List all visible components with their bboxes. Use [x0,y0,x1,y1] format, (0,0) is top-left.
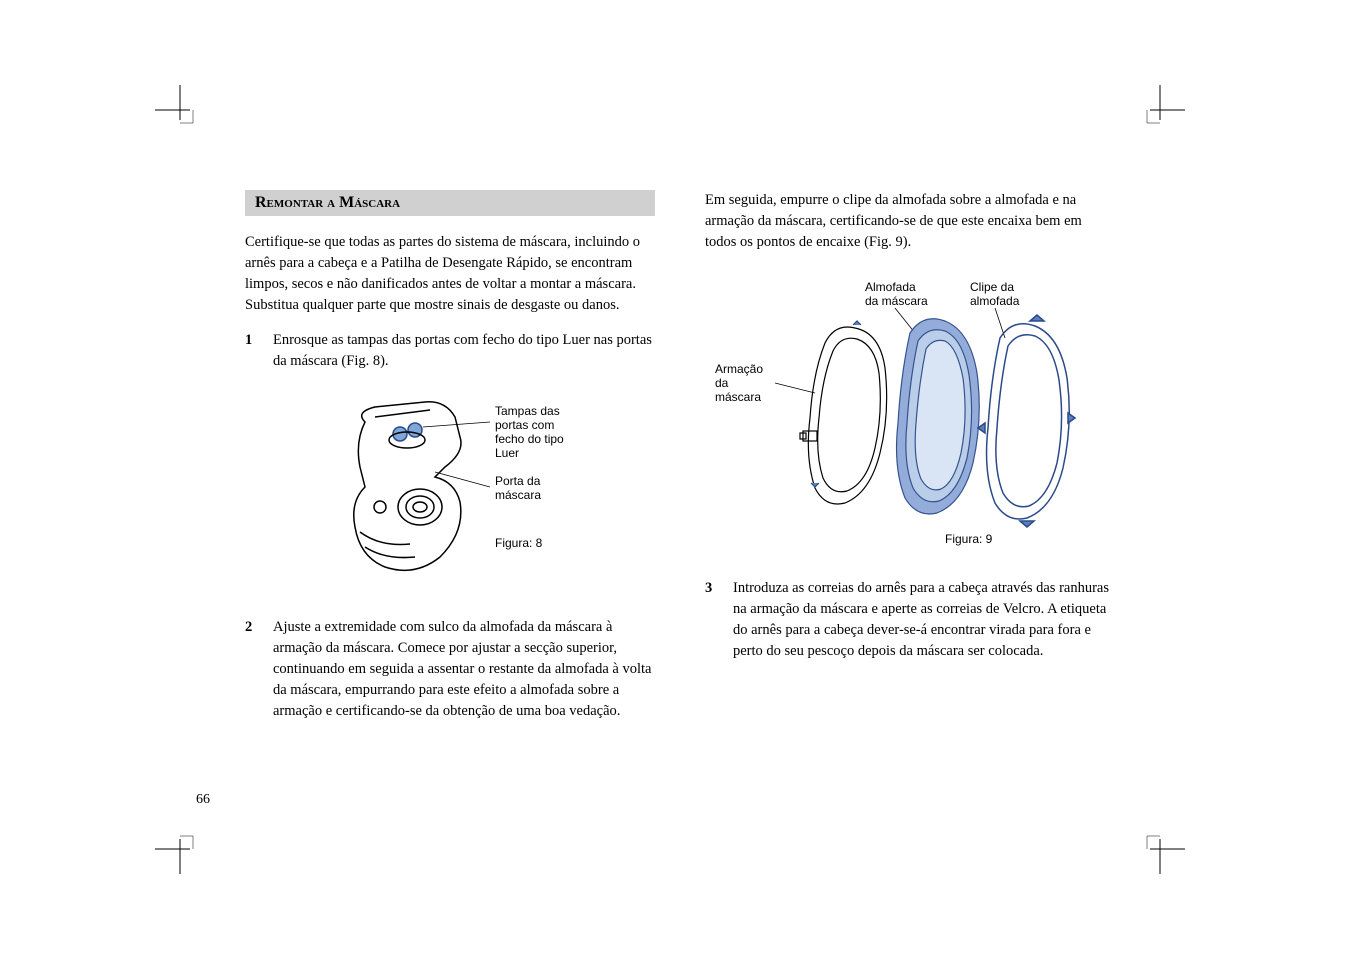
fig9-caption: Figura: 9 [945,532,993,546]
step-number: 3 [705,578,719,662]
fig9-label-cushion: Almofada da máscara [865,280,928,308]
intro-paragraph: Certifique-se que todas as partes do sis… [245,232,655,316]
figure-8: Tampas das portas com fecho do tipo Luer… [305,392,655,597]
fig8-label-port: Porta da máscara [495,474,544,502]
page-content: Remontar a Máscara Certifique-se que tod… [245,190,1115,810]
step-text: Introduza as correias do arnês para a ca… [733,578,1115,662]
section-header: Remontar a Máscara [245,190,655,216]
fig9-label-clip: Clipe da almofada [970,280,1020,308]
step-2: 2 Ajuste a extremidade com sulco da almo… [245,617,655,722]
step-3: 3 Introduza as correias do arnês para a … [705,578,1115,662]
col2-intro: Em seguida, empurre o clipe da almofada … [705,190,1115,253]
right-column: Em seguida, empurre o clipe da almofada … [705,190,1115,810]
step-text: Ajuste a extremidade com sulco da almofa… [273,617,655,722]
figure-9: Almofada da máscara Clipe da almofada Ar… [705,273,1115,558]
left-column: Remontar a Máscara Certifique-se que tod… [245,190,655,810]
fig9-label-frame: Armação da máscara [715,362,766,404]
step-text: Enrosque as tampas das portas com fecho … [273,330,655,372]
step-number: 2 [245,617,259,722]
page-number: 66 [196,792,210,808]
step-number: 1 [245,330,259,372]
step-1: 1 Enrosque as tampas das portas com fech… [245,330,655,372]
fig8-label-luer: Tampas das portas com fecho do tipo Luer [495,404,567,460]
fig8-caption: Figura: 8 [495,536,543,550]
